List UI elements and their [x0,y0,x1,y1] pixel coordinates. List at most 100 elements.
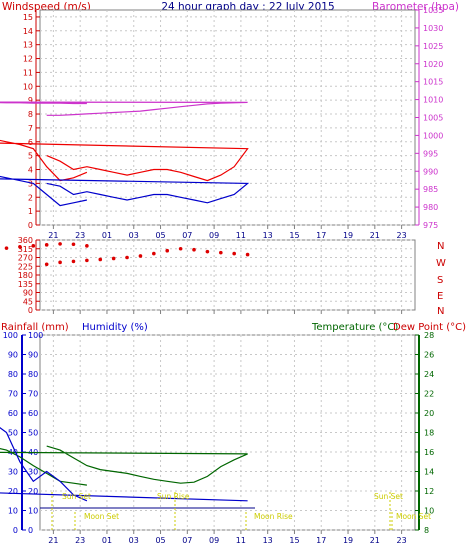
rainfall-tick-label: 80 [28,370,38,379]
x-tick-label: 23 [397,536,407,545]
x-tick-label: 05 [155,536,165,545]
temperature-tick-label: 12 [424,487,434,496]
barometer-tick-label: 1010 [423,96,443,105]
x-tick-label: 01 [102,231,112,240]
barometer-tick-label: 985 [423,185,438,194]
x-tick-label: 15 [289,536,299,545]
barometer-tick-label: 1035 [423,6,443,15]
barometer-tick-label: 980 [423,203,438,212]
x-tick-label: 23 [75,231,85,240]
direction-point [232,251,236,256]
humidity-axis-title: Humidity (%) [82,322,148,333]
series-layer [0,101,250,502]
x-tick-label: 21 [48,536,58,545]
barometer-tick-label: 975 [423,221,438,230]
moon-set-label: Moon Set [84,512,119,521]
humidity-tick-label: 0 [13,526,18,535]
x-tick-label: 07 [182,536,192,545]
direction-point [192,247,196,252]
humidity-tick-label: 20 [8,487,18,496]
direction-point [4,246,9,250]
x-tick-label: 11 [236,536,246,545]
direction-panel-frame [39,239,416,311]
rainfall-tick-label: 50 [28,429,38,438]
x-tick-label: 17 [316,536,326,545]
direction-point [44,243,49,247]
wind-panel-frame [39,9,416,226]
rainfall-tick-label: 100 [28,331,43,340]
windspeed-tick-label: 1 [28,207,33,216]
sun-rise-label: Sun Rise [157,492,190,501]
windspeed-tick-label: 11 [23,68,33,77]
x-tick-label: 09 [209,536,219,545]
x-tick-label: 19 [343,231,353,240]
barometer-tick-label: 990 [423,167,438,176]
barometer-tick-label: 1030 [423,24,443,33]
sun-moon-layer [40,492,393,530]
barometer-tick-label: 1000 [423,131,443,140]
direction-point [219,250,223,255]
humidity-tick-label: 30 [8,468,18,477]
direction-tick-label: 270 [18,254,33,263]
barometer-line [0,101,248,116]
humidity-tick-label: 80 [8,370,18,379]
sun-set-label-right: Sun Set [374,492,403,501]
barometer-tick-label: 995 [423,149,438,158]
gust-line [0,139,249,182]
direction-point [44,262,49,267]
moon-rise-label: Moon Rise [254,512,293,521]
rainfall-tick-label: 20 [28,487,38,496]
direction-point [111,256,116,261]
direction-point [58,242,62,246]
x-tick-label: 07 [182,231,192,240]
temperature-tick-label: 10 [424,507,434,516]
direction-tick-label: 45 [23,297,33,306]
windspeed-tick-label: 0 [28,221,33,230]
direction-layer [4,242,250,267]
rainfall-tick-label: 90 [28,351,38,360]
barometer-tick-label: 1005 [423,114,443,123]
direction-tick-label: 135 [18,280,33,289]
direction-point [125,255,129,260]
direction-tick-label: 315 [18,245,33,254]
rainfall-tick-label: 60 [28,409,38,418]
humidity-tick-label: 90 [8,351,18,360]
direction-point [138,254,143,258]
direction-point [152,251,156,256]
temperature-tick-label: 14 [424,468,434,477]
compass-e: E [437,291,443,302]
rainfall-tick-label: 70 [28,390,38,399]
moon-set-label-right: Moon Set [396,512,431,521]
direction-point [205,249,210,254]
direction-point [31,244,36,248]
humidity-tick-label: 100 [3,331,18,340]
x-tick-label: 23 [75,536,85,545]
compass-s: S [437,275,443,286]
temperature-tick-label: 18 [424,429,434,438]
direction-point [58,260,62,265]
humidity-tick-label: 60 [8,409,18,418]
rainfall-tick-label: 30 [28,468,38,477]
rainfall-axis-title: Rainfall (mm) [1,322,69,333]
x-tick-label: 05 [155,231,165,240]
x-tick-label: 21 [48,231,58,240]
windspeed-tick-label: 7 [28,124,33,133]
windspeed-tick-label: 9 [28,96,33,105]
direction-point [71,242,76,247]
x-tick-label: 15 [289,231,299,240]
windspeed-tick-label: 14 [23,27,33,36]
temperature-tick-label: 26 [424,351,434,360]
direction-tick-label: 90 [23,289,33,298]
direction-point [71,259,76,264]
direction-tick-label: 225 [18,262,33,271]
x-tick-label: 03 [129,536,139,545]
direction-tick-label: 180 [18,271,33,280]
x-tick-label: 09 [209,231,219,240]
direction-point [165,248,170,253]
windspeed-tick-label: 3 [28,179,33,188]
humidity-tick-label: 50 [8,429,18,438]
temperature-tick-label: 22 [424,390,434,399]
x-tick-label: 03 [129,231,139,240]
compass-n-top: N [437,241,444,252]
